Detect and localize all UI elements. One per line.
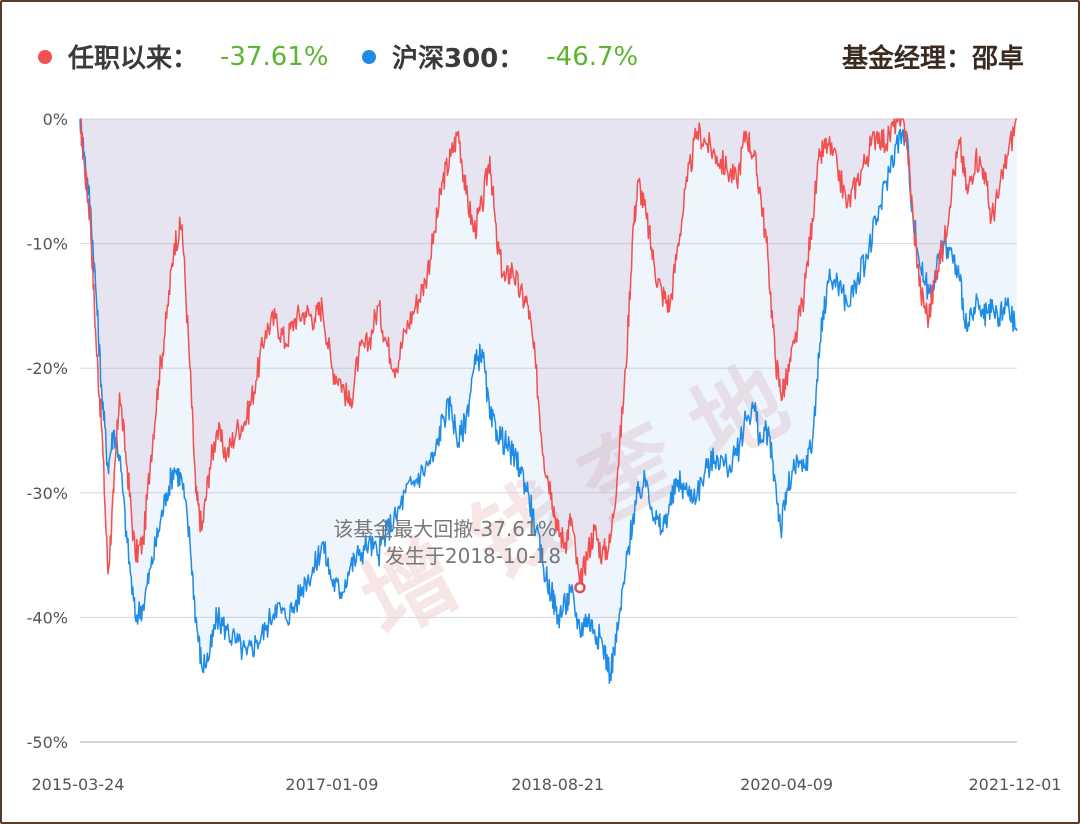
index-legend-value: -46.7% [546, 41, 639, 72]
series-area-index [80, 119, 1017, 684]
annotation-line2: 发生于2018-10-18 [385, 544, 561, 568]
y-tick-label: -50% [27, 733, 68, 752]
y-tick-label: -10% [27, 235, 68, 254]
grid [80, 118, 1017, 743]
max-drawdown-marker[interactable] [574, 581, 586, 594]
fund-manager: 基金经理：邵卓 [841, 44, 1024, 74]
legend-index[interactable]: 沪深300： -46.7% [362, 38, 638, 75]
index-legend-label: 沪深300： [392, 44, 525, 74]
y-axis: 0% -10% -20% -30% -40% -50% [27, 110, 68, 752]
series-group [79, 118, 1018, 684]
y-tick-label: -30% [27, 484, 68, 503]
x-axis: 2015-03-24 2017-01-09 2018-08-21 2020-04-09… [32, 775, 1062, 794]
y-tick-label: 0% [43, 110, 68, 129]
x-tick-label: 2015-03-24 [32, 775, 125, 794]
annotation-line1: 该基金最大回撤-37.61% [333, 517, 556, 541]
fund-legend-value: -37.61% [220, 41, 329, 72]
x-tick-label: 2021-12-01 [969, 775, 1062, 794]
fund-legend-label: 任职以来： [68, 44, 199, 74]
x-tick-label: 2018-08-21 [511, 775, 604, 794]
y-tick-label: -40% [27, 608, 68, 627]
series-line-fund[interactable] [79, 118, 1017, 592]
legend-fund[interactable]: 任职以来： -37.61% [38, 38, 329, 75]
series-area-fund [80, 119, 1017, 591]
legend: 任职以来： -37.61% 沪深300： -46.7% [0, 30, 1080, 80]
x-tick-label: 2017-01-09 [285, 775, 378, 794]
series-line-index[interactable] [79, 118, 1018, 684]
y-tick-label: -20% [27, 359, 68, 378]
fund-dot-icon [38, 49, 52, 64]
x-tick-label: 2020-04-09 [740, 775, 833, 794]
index-dot-icon [362, 49, 376, 64]
